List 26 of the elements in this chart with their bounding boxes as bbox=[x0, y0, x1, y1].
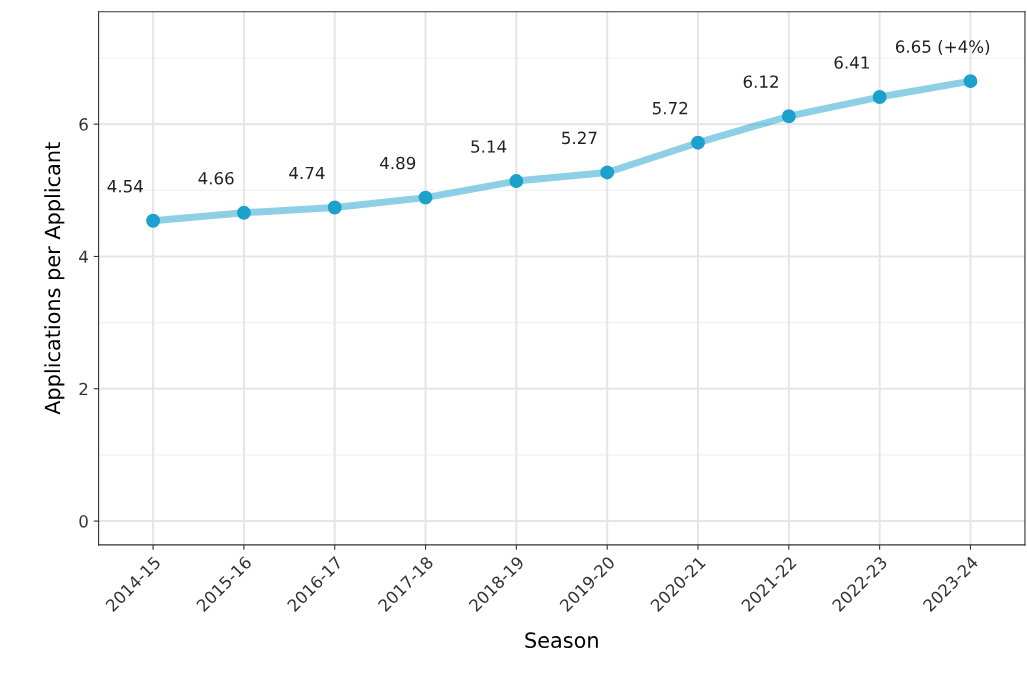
data-label: 6.65 (+4%) bbox=[895, 40, 990, 55]
y-tick-label: 2 bbox=[79, 382, 88, 396]
data-label: 4.89 bbox=[380, 156, 416, 170]
data-label: 4.66 bbox=[198, 171, 234, 185]
point bbox=[236, 205, 251, 220]
point bbox=[600, 165, 615, 180]
data-label: 4.54 bbox=[107, 180, 143, 193]
point bbox=[691, 135, 705, 150]
x-axis-title: Season bbox=[525, 632, 598, 649]
data-label: 6.41 bbox=[834, 56, 869, 69]
point bbox=[509, 174, 524, 188]
point bbox=[327, 200, 342, 215]
y-tick-label: 4 bbox=[79, 250, 88, 263]
point bbox=[872, 90, 887, 104]
data-label: 5.72 bbox=[652, 101, 688, 115]
data-label: 6.12 bbox=[743, 75, 778, 88]
point bbox=[146, 213, 161, 228]
point bbox=[963, 74, 978, 89]
y-axis-title: Applications per Applicant bbox=[44, 142, 65, 415]
data-label: 5.14 bbox=[471, 140, 507, 153]
data-label: 5.27 bbox=[562, 131, 597, 145]
y-tick-label: 0 bbox=[79, 515, 88, 528]
point bbox=[418, 190, 433, 205]
data-label: 4.74 bbox=[289, 166, 325, 180]
y-tick-label: 6 bbox=[79, 118, 88, 131]
point bbox=[781, 109, 796, 124]
